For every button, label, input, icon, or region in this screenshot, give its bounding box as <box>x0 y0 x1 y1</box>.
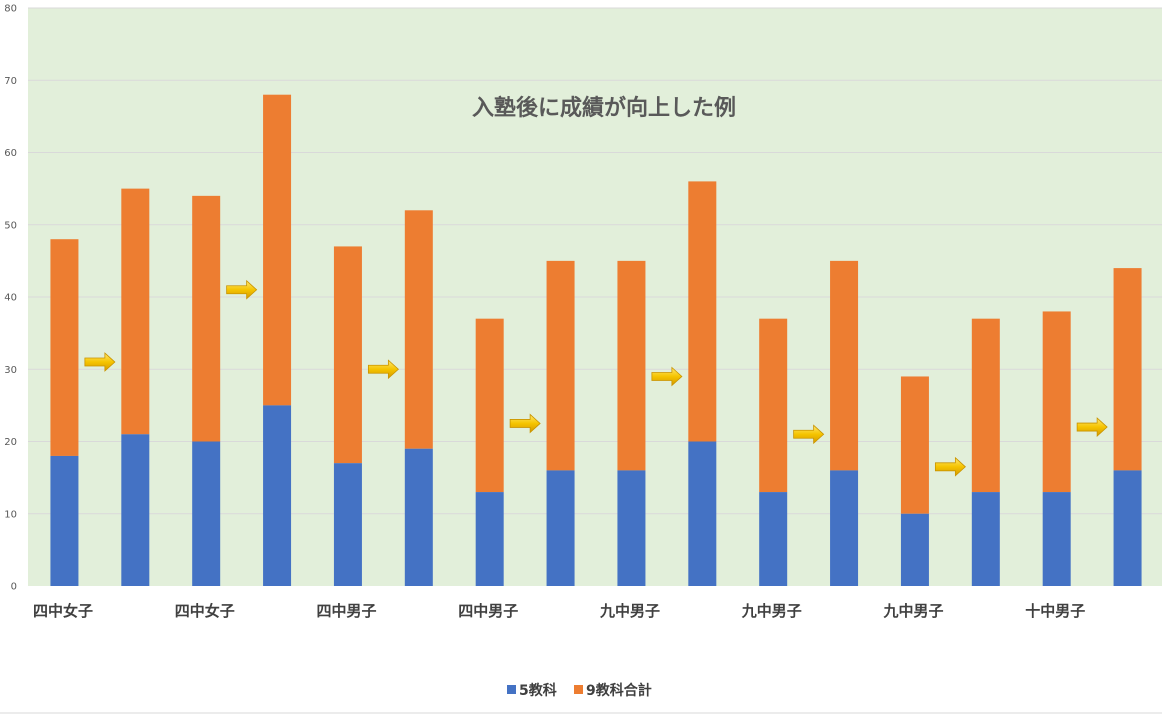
bar-5-subjects-2-before <box>192 441 221 586</box>
bar-5-subjects-5-before <box>617 470 646 586</box>
arrow-6 <box>793 424 825 445</box>
legend-swatch-5-subjects <box>507 685 516 694</box>
bar-5-subjects-6-after <box>830 470 859 586</box>
bar-5-subjects-3-after <box>404 448 433 586</box>
legend: 5教科 9教科合計 <box>507 682 652 699</box>
x-axis-labels: 四中女子 四中女子 四中男子 四中男子 九中男子 九中男子 九中男子 十中男子 <box>33 602 1085 620</box>
bar-9-subjects-2-after <box>263 94 292 406</box>
y-tick-label: 30 <box>4 365 17 376</box>
bar-9-subjects-1-before <box>50 239 79 456</box>
bar-9-subjects-6-after <box>830 260 859 471</box>
arrow-5 <box>651 366 683 387</box>
bar-5-subjects-7-after <box>971 492 1000 586</box>
y-tick-label: 80 <box>4 4 17 15</box>
arrow-7 <box>934 456 966 477</box>
bar-9-subjects-8-after <box>1113 268 1142 471</box>
y-tick-label: 70 <box>4 76 17 87</box>
y-tick-label: 40 <box>4 293 17 304</box>
arrows <box>84 279 1108 477</box>
y-tick-label: 0 <box>11 582 17 593</box>
bar-5-subjects-1-before <box>50 455 79 586</box>
bar-5-subjects-4-before <box>475 492 504 586</box>
category-label: 四中女子 <box>175 602 235 620</box>
legend-swatch-9-subjects-total <box>574 685 583 694</box>
bar-9-subjects-4-before <box>475 318 504 493</box>
arrow-8 <box>1076 417 1108 437</box>
bar-5-subjects-5-after <box>688 441 717 586</box>
bar-9-subjects-8-before <box>1042 311 1071 493</box>
chart-title: 入塾後に成績が向上した例 <box>472 95 736 121</box>
bar-5-subjects-8-before <box>1042 492 1071 586</box>
legend-label-9-subjects-total: 9教科合計 <box>586 682 652 699</box>
bar-9-subjects-3-before <box>333 246 362 464</box>
bar-9-subjects-7-after <box>971 318 1000 493</box>
bar-9-subjects-7-before <box>900 376 929 514</box>
bar-9-subjects-5-before <box>617 260 646 471</box>
bar-5-subjects-1-after <box>121 434 150 586</box>
y-tick-label: 20 <box>4 437 17 448</box>
bar-5-subjects-4-after <box>546 470 575 586</box>
legend-label-5-subjects: 5教科 <box>519 682 557 699</box>
bar-9-subjects-2-before <box>192 195 221 442</box>
arrow-3 <box>367 359 399 380</box>
category-label: 四中男子 <box>458 602 518 620</box>
bar-5-subjects-2-after <box>263 405 292 586</box>
arrow-4 <box>509 413 541 434</box>
category-label: 九中男子 <box>883 602 944 620</box>
bar-9-subjects-6-before <box>759 318 788 493</box>
y-tick-label: 10 <box>4 509 17 520</box>
category-label: 四中男子 <box>317 602 377 620</box>
category-label: 四中女子 <box>33 602 93 620</box>
y-axis-ticks: 0 10 20 30 40 50 60 70 80 <box>4 4 17 593</box>
bar-9-subjects-1-after <box>121 188 150 435</box>
category-label: 十中男子 <box>1025 602 1085 620</box>
category-label: 九中男子 <box>741 602 802 620</box>
y-tick-label: 50 <box>4 220 17 231</box>
bar-5-subjects-6-before <box>759 492 788 586</box>
y-tick-label: 60 <box>4 148 17 159</box>
bar-5-subjects-3-before <box>333 463 362 586</box>
arrow-2 <box>226 279 258 300</box>
bar-5-subjects-7-before <box>900 513 929 586</box>
bar-9-subjects-4-after <box>546 260 575 471</box>
bars <box>50 94 1142 586</box>
bar-9-subjects-3-after <box>404 210 433 449</box>
bar-9-subjects-5-after <box>688 181 717 442</box>
category-label: 九中男子 <box>599 602 660 620</box>
bar-5-subjects-8-after <box>1113 470 1142 586</box>
arrow-1 <box>84 352 116 372</box>
